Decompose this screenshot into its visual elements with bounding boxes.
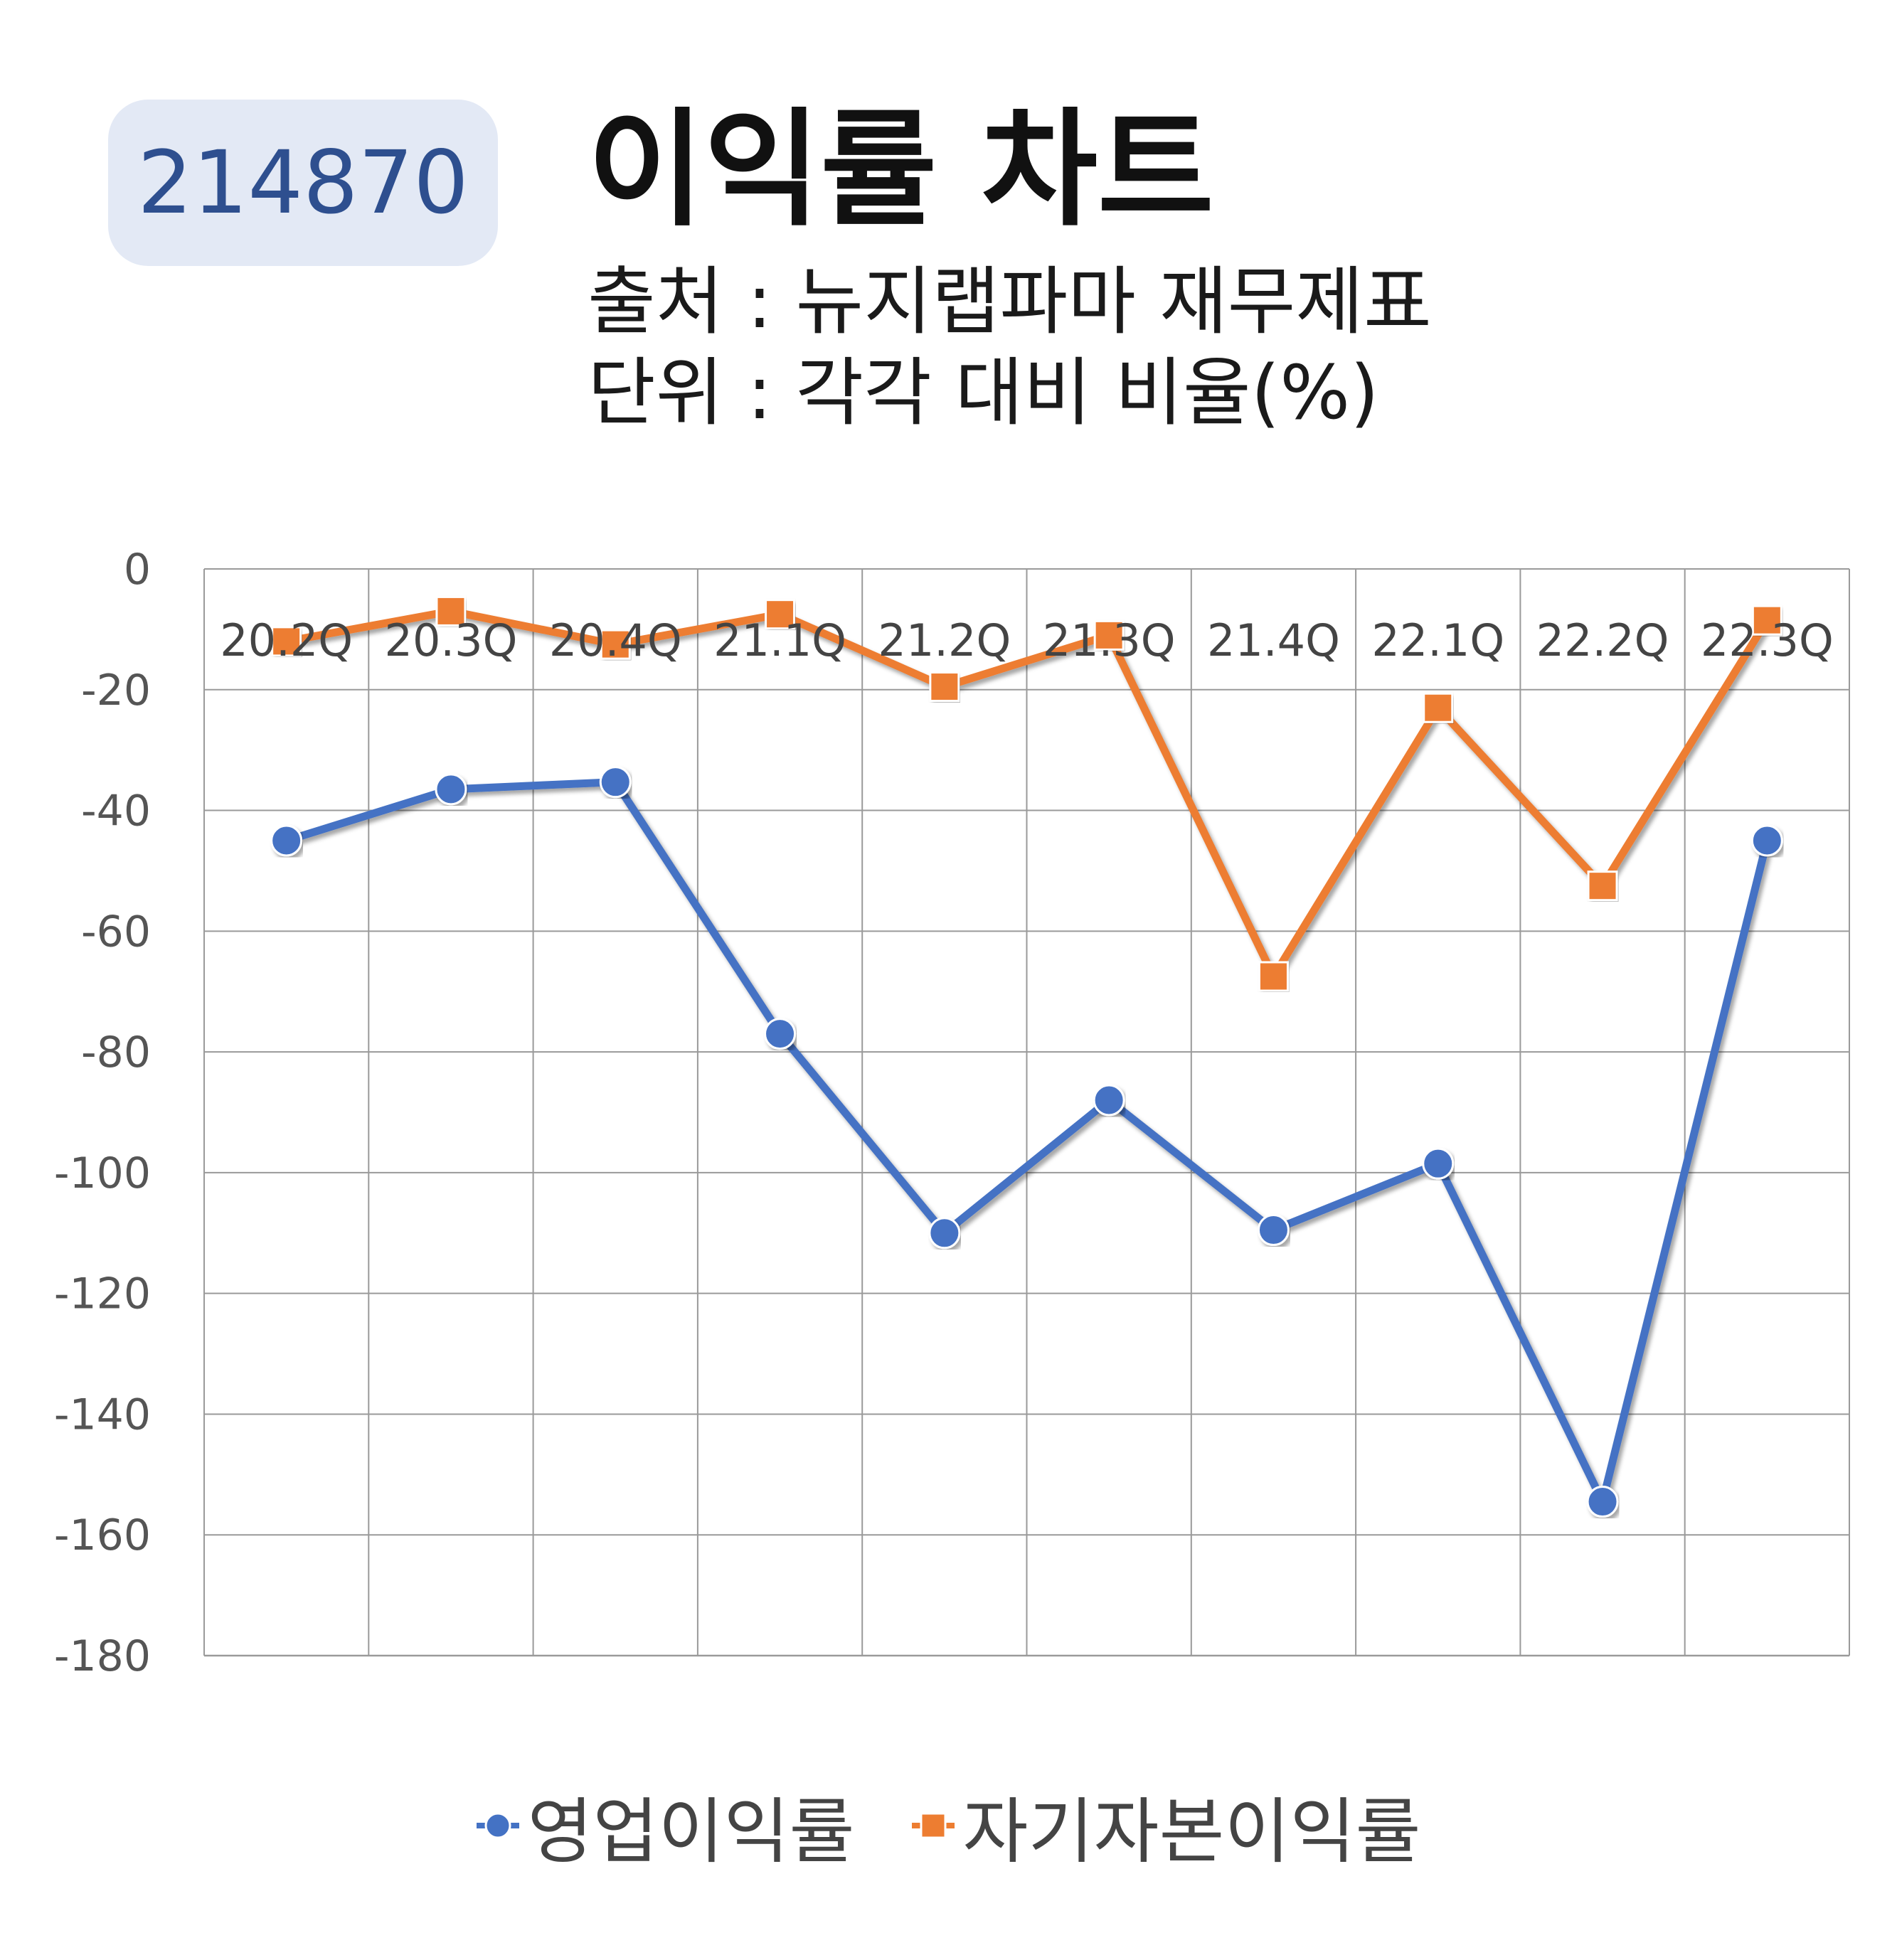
y-tick-label: -160 <box>54 1511 151 1560</box>
y-tick-label: -60 <box>81 907 151 957</box>
y-tick-label: -180 <box>54 1631 151 1681</box>
data-point-series-2 <box>271 626 302 657</box>
category-label: 20.2Q <box>220 614 353 666</box>
data-point-series-1 <box>928 1217 961 1250</box>
data-point-series-1 <box>1257 1214 1290 1247</box>
stock-code-badge: 214870 <box>108 100 498 266</box>
y-tick-label: -80 <box>81 1028 151 1077</box>
y-tick-label: -140 <box>54 1390 151 1439</box>
series-line-2 <box>285 607 1771 981</box>
category-label: 22.3Q <box>1701 614 1834 666</box>
data-point-series-1 <box>435 773 467 806</box>
category-label: 21.2Q <box>878 614 1011 666</box>
series-layer <box>270 595 1783 1518</box>
legend-label-roe: 자기자본이익률 <box>962 1790 1421 1873</box>
data-point-series-1 <box>1093 1084 1125 1117</box>
stock-code: 214870 <box>137 132 469 233</box>
category-labels: 20.2Q 20.3Q 20.4Q 21.1Q 21.2Q 21.3Q 21.4Q 22.1Q… <box>220 614 1834 666</box>
data-point-series-2 <box>929 671 960 703</box>
square-marker-icon <box>911 1812 955 1838</box>
unit-note: 단위 : 각각 대비 비율(%) <box>588 349 1379 436</box>
chart-title: 이익률 차트 <box>588 96 1214 243</box>
data-point-series-2 <box>600 629 631 660</box>
data-point-series-1 <box>270 824 303 857</box>
legend-label-operating-margin: 영업이익률 <box>527 1790 855 1873</box>
grid-lines <box>203 568 1850 1657</box>
data-point-series-2 <box>765 599 796 630</box>
data-point-series-2 <box>1587 870 1618 902</box>
y-tick-label: -120 <box>54 1269 151 1319</box>
data-point-series-1 <box>764 1018 797 1050</box>
category-label: 21.3Q <box>1043 614 1176 666</box>
data-point-series-2 <box>435 595 467 627</box>
legend-item-operating-margin: 영업이익률 <box>476 1774 855 1877</box>
series-line-1 <box>285 778 1771 1506</box>
category-label: 21.1Q <box>713 614 846 666</box>
data-point-series-2 <box>1751 604 1782 636</box>
legend: 영업이익률 자기자본이익률 <box>0 1774 1897 1877</box>
category-label: 22.1Q <box>1371 614 1504 666</box>
data-point-series-1 <box>1422 1147 1455 1180</box>
line-chart: 0-20-40-60-80-100-120-140-160-180 20.2Q 2… <box>54 545 1850 1681</box>
data-point-series-1 <box>1586 1486 1619 1518</box>
category-label: 20.3Q <box>385 614 518 666</box>
data-point-series-1 <box>1750 824 1783 857</box>
y-tick-label: 0 <box>124 545 151 595</box>
y-tick-label: -20 <box>81 666 151 715</box>
circle-marker-icon <box>476 1812 519 1838</box>
legend-item-roe: 자기자본이익률 <box>911 1774 1421 1877</box>
data-point-series-2 <box>1423 692 1454 723</box>
category-label: 21.4Q <box>1207 614 1340 666</box>
y-tick-label: -100 <box>54 1149 151 1198</box>
data-point-series-2 <box>1093 619 1125 651</box>
source-note: 출처 : 뉴지랩파마 재무제표 <box>588 258 1432 345</box>
y-axis-ticks: 0 -20 -40 -60 -80 -100 -120 -140 -160 -180 <box>54 545 151 1681</box>
data-point-series-1 <box>599 766 632 799</box>
category-label: 20.4Q <box>549 614 682 666</box>
data-point-series-2 <box>1258 961 1289 992</box>
category-label: 22.2Q <box>1536 614 1669 666</box>
y-tick-label: -40 <box>81 787 151 836</box>
